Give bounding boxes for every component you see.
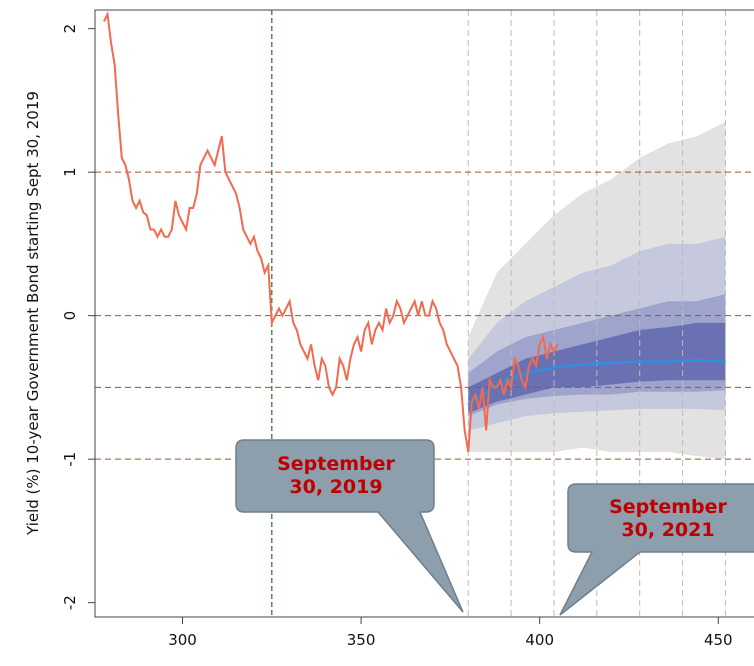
callout xyxy=(235,439,464,613)
x-tick-label: 450 xyxy=(704,631,733,649)
median-line xyxy=(467,358,726,406)
fan-band xyxy=(468,322,726,414)
data-line xyxy=(103,10,559,453)
y-tick-label: -1 xyxy=(61,452,79,467)
callout xyxy=(559,483,754,616)
y-axis-label: Yield (%) 10-year Government Bond starti… xyxy=(24,91,42,536)
x-tick-label: 300 xyxy=(168,631,197,649)
frame xyxy=(94,9,754,618)
x-tick-label: 350 xyxy=(347,631,376,649)
plot-area xyxy=(95,10,754,617)
y-tick-label: 1 xyxy=(61,167,79,177)
y-tick-label: 0 xyxy=(61,311,79,321)
y-tick-label: 2 xyxy=(61,24,79,34)
y-tick-label: -2 xyxy=(61,595,79,610)
annotation: September 30, 2021 xyxy=(609,496,727,541)
x-tick-label: 400 xyxy=(525,631,554,649)
annotation: September 30, 2019 xyxy=(277,453,395,498)
